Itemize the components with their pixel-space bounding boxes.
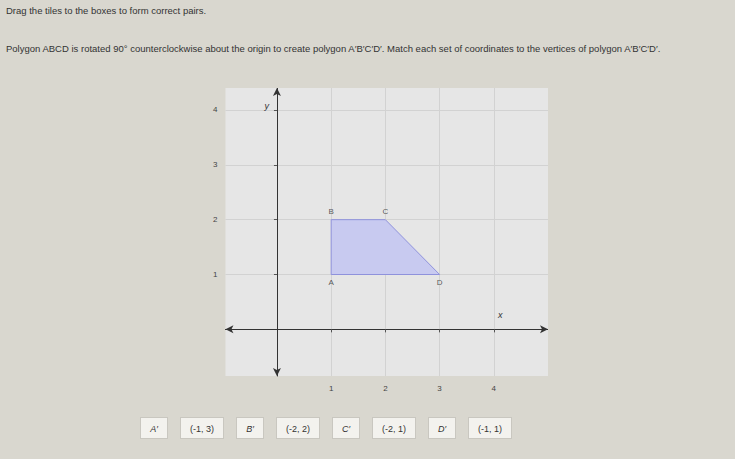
svg-text:2: 2 bbox=[383, 384, 388, 393]
svg-text:3: 3 bbox=[213, 160, 218, 169]
html-text:(-2, 2): (-2, 2) bbox=[286, 424, 310, 434]
html-text:B′: B′ bbox=[246, 424, 254, 434]
svg-text:1: 1 bbox=[329, 384, 334, 393]
html-text:(-1, 3): (-1, 3) bbox=[190, 424, 214, 434]
html-text:(-1, 1): (-1, 1) bbox=[478, 424, 502, 434]
html-text:Drag the tiles to the boxes to: Drag the tiles to the boxes to form corr… bbox=[6, 5, 207, 16]
svg-text:4: 4 bbox=[213, 105, 218, 114]
svg-text:2: 2 bbox=[213, 215, 218, 224]
svg-text:x: x bbox=[497, 310, 503, 320]
svg-text:y: y bbox=[263, 101, 269, 111]
html-text:(-2, 1): (-2, 1) bbox=[382, 424, 406, 434]
svg-text:D: D bbox=[437, 278, 443, 287]
svg-text:4: 4 bbox=[492, 384, 497, 393]
svg-text:B: B bbox=[328, 207, 333, 216]
svg-text:1: 1 bbox=[213, 270, 218, 279]
html-text:Polygon ABCD is rotated 90° co: Polygon ABCD is rotated 90° counterclock… bbox=[6, 43, 661, 54]
svg-text:C: C bbox=[382, 207, 388, 216]
html-text:A′: A′ bbox=[150, 424, 158, 434]
svg-text:3: 3 bbox=[437, 384, 442, 393]
svg-text:A: A bbox=[328, 278, 334, 287]
html-text:D′: D′ bbox=[437, 424, 447, 434]
html-text:C′: C′ bbox=[341, 424, 351, 434]
